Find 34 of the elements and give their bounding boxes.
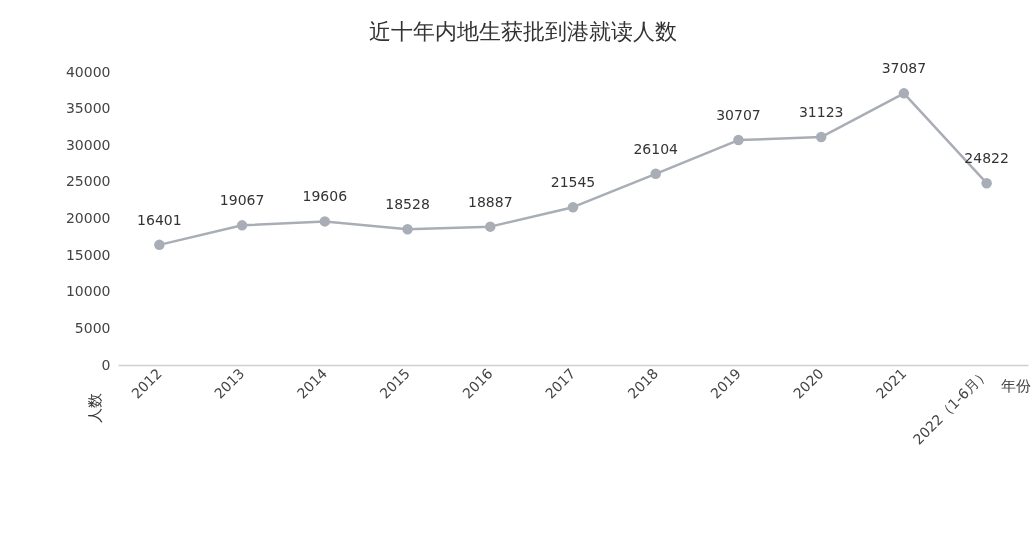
data-label: 37087	[881, 60, 927, 77]
y-tick-label: 10000	[65, 283, 111, 300]
y-axis-title: 人数	[85, 392, 104, 423]
y-tick-label: 20000	[65, 210, 111, 226]
data-label: 21545	[550, 174, 596, 191]
data-label: 19606	[302, 188, 348, 205]
y-tick-label: 0	[101, 356, 111, 373]
point	[898, 88, 910, 99]
point	[402, 224, 413, 235]
y-tick-label: 40000	[65, 63, 111, 80]
y-tick-label: 15000	[65, 246, 111, 263]
x-axis-title: 年份	[1000, 376, 1031, 395]
point	[567, 201, 579, 213]
y-tick-label: 5000	[74, 319, 111, 336]
point	[236, 220, 248, 231]
data-label: 26104	[633, 140, 679, 157]
point	[815, 131, 827, 143]
point	[981, 177, 992, 189]
chart-title: 近十年内地生获批到港就读人数	[369, 19, 677, 45]
y-tick-label: 30000	[65, 136, 111, 153]
point	[319, 216, 331, 227]
point	[154, 239, 165, 251]
data-label: 18528	[385, 196, 430, 213]
data-label: 31123	[798, 104, 844, 121]
data-label: 16401	[137, 211, 182, 228]
y-tick-label: 35000	[65, 100, 111, 117]
point	[650, 168, 661, 180]
data-label: 24822	[964, 150, 1009, 167]
data-label: 30707	[716, 107, 761, 124]
data-label: 19067	[219, 192, 265, 209]
y-tick-label: 25000	[65, 173, 111, 190]
point	[485, 221, 496, 232]
point	[733, 134, 744, 146]
data-label: 18887	[468, 193, 513, 210]
